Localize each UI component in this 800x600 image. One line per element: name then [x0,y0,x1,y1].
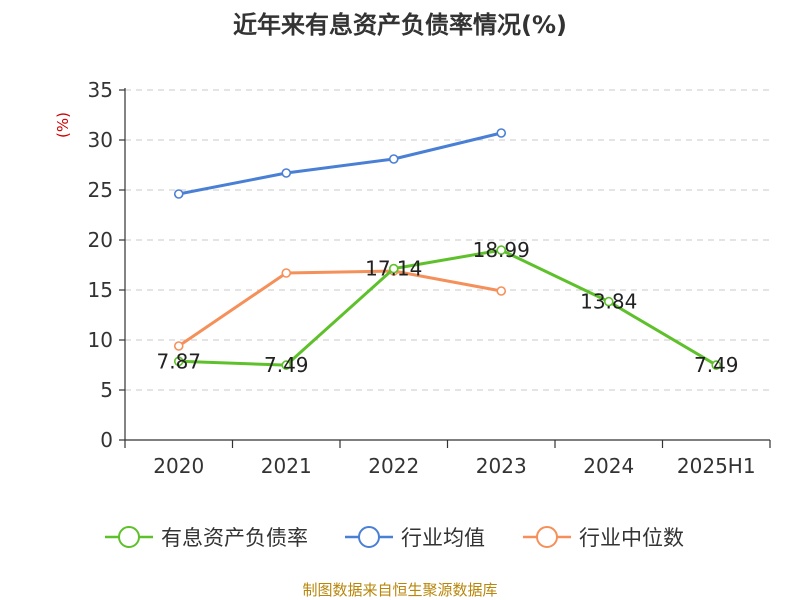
data-point [388,263,399,274]
y-tick-label: 5 [100,378,113,402]
legend-item: 有息资产负债率 [105,526,308,550]
legend-item: 行业中位数 [523,526,684,550]
data-label: 18.99 [473,238,530,262]
x-tick-label: 2021 [261,454,312,478]
data-label: 13.84 [580,290,637,314]
y-tick-label: 30 [88,128,113,152]
data-point [496,128,507,138]
source-note: 制图数据来自恒生聚源数据库 [302,581,497,599]
y-tick-label: 35 [88,78,113,102]
data-point [173,356,184,367]
data-point [711,360,722,370]
series-2 [173,266,507,351]
legend-marker [358,526,380,548]
grid-lines [125,89,770,391]
data-label: 17.14 [365,257,422,281]
x-tick-label: 2023 [476,454,527,478]
data-point [281,268,292,278]
legend-item: 行业均值 [345,526,485,550]
series-line [177,269,502,348]
data-label: 7.87 [156,349,201,373]
x-tick-label: 2024 [583,454,634,478]
data-labels: 7.87 7.49 17.14 18.99 13.84 7.49 [156,238,738,377]
y-tick-label: 20 [88,228,113,252]
data-point [173,189,184,199]
legend-marker [118,526,140,548]
series-0 [173,245,722,370]
legend-label: 行业中位数 [579,526,684,550]
series-1 [173,128,507,199]
data-point [173,341,184,351]
legend: 有息资产负债率 行业均值 行业中位数 [105,526,684,550]
legend-marker [536,526,558,548]
x-tick-label: 2025H1 [677,454,756,478]
y-tick-label: 25 [88,178,113,202]
series-layer [173,128,722,370]
data-label: 7.49 [694,353,739,377]
data-point [388,154,399,164]
y-tick-label: 10 [88,328,113,352]
data-point [496,245,507,255]
data-point [281,168,292,178]
legend-label: 行业均值 [401,526,485,550]
y-tick-label: 15 [88,278,113,302]
series-line [178,131,502,196]
axes: 0 5 10 15 20 25 30 35 2020 2021 2022 2023 2024 2025H1 [88,78,771,478]
data-point [496,286,507,296]
data-label: 7.49 [264,353,309,377]
legend-label: 有息资产负债率 [161,526,308,550]
y-tick-label: 0 [100,428,113,452]
data-point [281,360,292,370]
data-point [603,296,614,307]
series-line [178,248,718,367]
x-tick-label: 2022 [368,454,419,478]
chart-title: 近年来有息资产负债率情况(%) [233,11,567,39]
x-tick-label: 2020 [153,454,204,478]
y-axis-unit-label: (%) [54,112,72,138]
